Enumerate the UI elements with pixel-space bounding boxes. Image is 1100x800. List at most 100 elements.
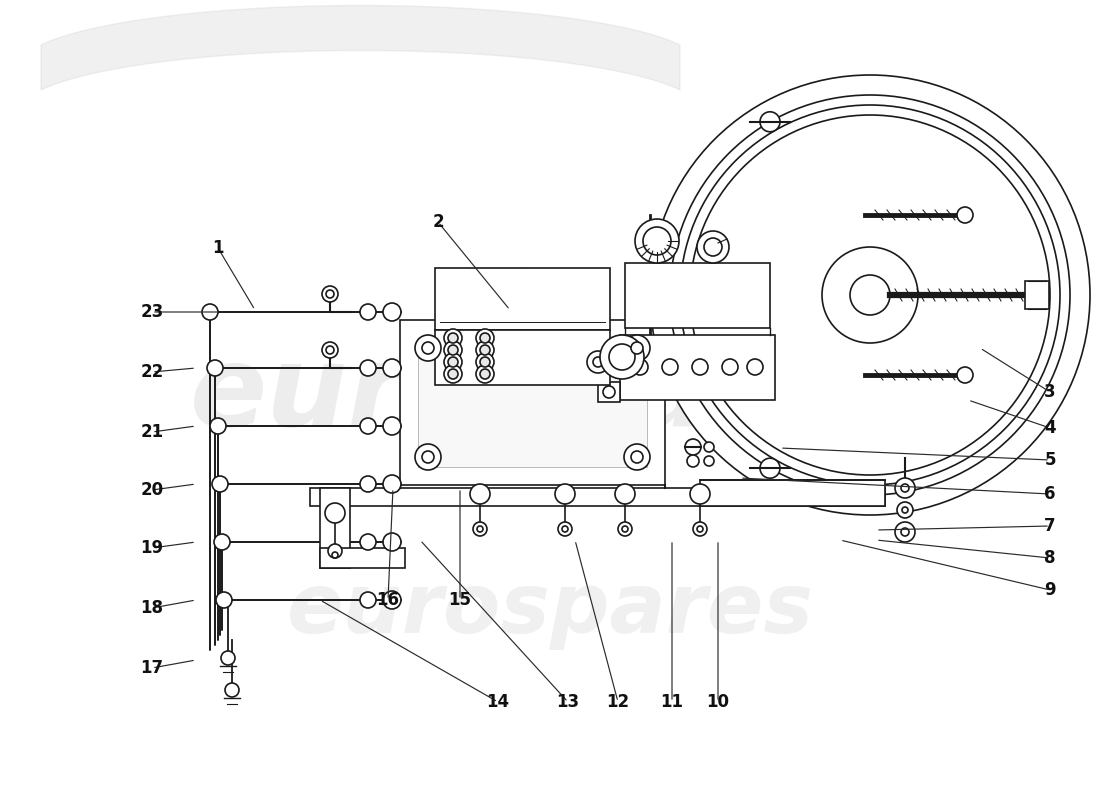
Circle shape: [704, 238, 722, 256]
Circle shape: [618, 522, 632, 536]
Bar: [320, 548, 405, 568]
Bar: [434, 268, 610, 330]
Text: 19: 19: [141, 539, 164, 557]
Circle shape: [603, 347, 615, 359]
Circle shape: [360, 476, 376, 492]
Circle shape: [221, 651, 235, 665]
Circle shape: [670, 95, 1070, 495]
Circle shape: [202, 304, 218, 320]
Circle shape: [383, 417, 402, 435]
Text: 14: 14: [486, 693, 509, 711]
Circle shape: [896, 502, 913, 518]
Circle shape: [326, 290, 334, 298]
Bar: [320, 488, 350, 568]
Circle shape: [444, 353, 462, 371]
Circle shape: [704, 456, 714, 466]
Text: 12: 12: [606, 693, 629, 711]
Text: 6: 6: [1044, 485, 1056, 503]
Circle shape: [650, 75, 1090, 515]
Circle shape: [360, 592, 376, 608]
Text: 5: 5: [1044, 451, 1056, 469]
Text: 8: 8: [1044, 549, 1056, 567]
Text: 1: 1: [212, 239, 223, 257]
Text: 11: 11: [660, 693, 683, 711]
Circle shape: [470, 484, 490, 504]
Circle shape: [210, 418, 225, 434]
Circle shape: [444, 341, 462, 359]
Text: 22: 22: [141, 363, 164, 381]
Bar: [1025, 281, 1049, 309]
Circle shape: [383, 303, 402, 321]
Circle shape: [422, 342, 435, 354]
Circle shape: [415, 335, 441, 361]
Circle shape: [562, 526, 568, 532]
Circle shape: [477, 526, 483, 532]
Circle shape: [480, 357, 490, 367]
Circle shape: [448, 369, 458, 379]
Circle shape: [692, 359, 708, 375]
Text: 9: 9: [1044, 581, 1056, 599]
Text: 7: 7: [1044, 517, 1056, 535]
Circle shape: [621, 526, 628, 532]
Text: 20: 20: [141, 481, 164, 499]
Circle shape: [624, 335, 650, 361]
Circle shape: [476, 365, 494, 383]
Circle shape: [214, 534, 230, 550]
Bar: [598, 382, 620, 402]
Circle shape: [587, 351, 609, 373]
Circle shape: [822, 247, 918, 343]
Circle shape: [600, 335, 643, 379]
Circle shape: [360, 534, 376, 550]
Bar: [400, 320, 666, 485]
Circle shape: [322, 286, 338, 302]
Circle shape: [680, 105, 1060, 485]
Circle shape: [722, 359, 738, 375]
Circle shape: [957, 367, 974, 383]
Circle shape: [383, 475, 402, 493]
Circle shape: [895, 522, 915, 542]
Circle shape: [685, 439, 701, 455]
Circle shape: [476, 353, 494, 371]
Circle shape: [226, 683, 239, 697]
Circle shape: [448, 345, 458, 355]
Bar: [598, 343, 620, 363]
Circle shape: [697, 526, 703, 532]
Text: 18: 18: [141, 599, 164, 617]
Circle shape: [644, 227, 671, 255]
Circle shape: [444, 329, 462, 347]
Circle shape: [476, 329, 494, 347]
Circle shape: [635, 219, 679, 263]
Circle shape: [901, 484, 909, 492]
Circle shape: [415, 444, 441, 470]
Circle shape: [556, 484, 575, 504]
Text: 23: 23: [141, 303, 164, 321]
Circle shape: [480, 333, 490, 343]
Circle shape: [360, 360, 376, 376]
Circle shape: [693, 522, 707, 536]
Circle shape: [609, 344, 635, 370]
Circle shape: [902, 507, 908, 513]
Circle shape: [895, 478, 915, 498]
Text: 17: 17: [141, 659, 164, 677]
Circle shape: [697, 231, 729, 263]
Circle shape: [476, 341, 494, 359]
Circle shape: [631, 342, 644, 354]
Bar: [620, 335, 776, 400]
Text: eurospares: eurospares: [286, 570, 814, 650]
Circle shape: [324, 503, 345, 523]
Circle shape: [444, 365, 462, 383]
Circle shape: [632, 359, 648, 375]
Circle shape: [593, 357, 603, 367]
Circle shape: [747, 359, 763, 375]
Circle shape: [631, 451, 644, 463]
Text: 2: 2: [432, 213, 443, 231]
Bar: [625, 263, 770, 328]
Text: 15: 15: [449, 591, 472, 609]
Circle shape: [624, 444, 650, 470]
Circle shape: [690, 115, 1050, 475]
Circle shape: [957, 207, 974, 223]
Circle shape: [480, 369, 490, 379]
Circle shape: [690, 484, 710, 504]
Circle shape: [212, 476, 228, 492]
Text: 13: 13: [557, 693, 580, 711]
